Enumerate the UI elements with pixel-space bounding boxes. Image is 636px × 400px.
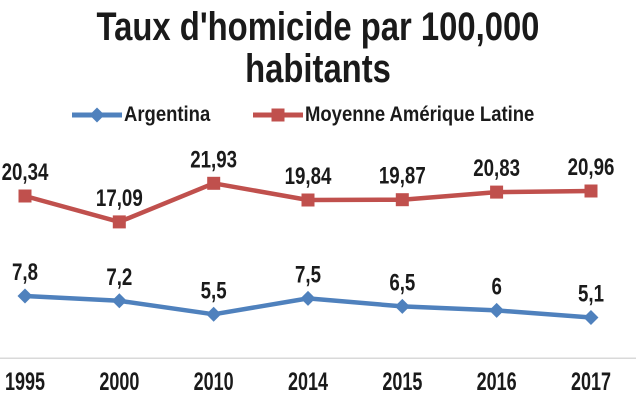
legend-label-moyenne-amerique-latine: Moyenne Amérique Latine — [304, 103, 535, 126]
data-label: 19,84 — [285, 163, 332, 190]
data-label: 6,5 — [389, 269, 415, 296]
x-axis-label: 2017 — [571, 367, 611, 396]
x-axis-label: 2016 — [477, 367, 517, 396]
data-point-marker-square — [18, 189, 32, 203]
line-diamond-marker-icon — [71, 107, 122, 123]
legend-item-argentina: Argentina — [71, 103, 222, 127]
x-axis-label: 1995 — [5, 367, 45, 396]
data-label: 17,09 — [96, 185, 143, 212]
data-label: 19,87 — [379, 163, 426, 190]
data-label: 7,2 — [106, 264, 132, 291]
data-label: 5,5 — [201, 277, 227, 304]
data-point-marker-diamond — [111, 293, 127, 309]
x-axis-label: 2015 — [382, 367, 422, 396]
data-label: 6 — [491, 273, 501, 300]
data-point-marker-diamond — [583, 310, 599, 325]
data-label: 20,96 — [568, 154, 615, 181]
x-axis-label: 2010 — [194, 367, 234, 396]
data-label: 7,5 — [295, 261, 321, 288]
data-point-marker-diamond — [17, 288, 33, 304]
data-point-marker-square — [301, 193, 315, 207]
data-point-marker-square — [490, 185, 504, 199]
line-square-marker-icon — [252, 108, 303, 122]
data-point-marker-square — [207, 176, 221, 190]
data-point-marker-diamond — [206, 306, 222, 322]
data-label: 20,34 — [2, 159, 49, 186]
x-axis-label: 2014 — [288, 367, 328, 396]
data-point-marker-square — [112, 215, 126, 229]
data-label: 5,1 — [578, 280, 604, 307]
chart-title: Taux d'homicide par 100,000 habitants — [0, 6, 636, 91]
data-label: 20,83 — [473, 155, 520, 182]
chart-legend: Argentina Moyenne Amérique Latine — [0, 103, 636, 127]
data-label: 21,93 — [190, 146, 237, 173]
data-point-marker-square — [395, 193, 409, 207]
x-axis-label: 2000 — [99, 367, 139, 396]
data-point-marker-diamond — [489, 302, 505, 318]
data-point-marker-diamond — [394, 298, 410, 314]
data-point-marker-square — [584, 184, 598, 198]
data-label: 7,8 — [12, 259, 38, 286]
legend-label-argentina: Argentina — [123, 103, 210, 126]
data-point-marker-diamond — [300, 290, 316, 306]
legend-item-moyenne-amerique-latine: Moyenne Amérique Latine — [252, 103, 566, 127]
chart-title-text: Taux d'homicide par 100,000 habitants — [96, 5, 540, 92]
